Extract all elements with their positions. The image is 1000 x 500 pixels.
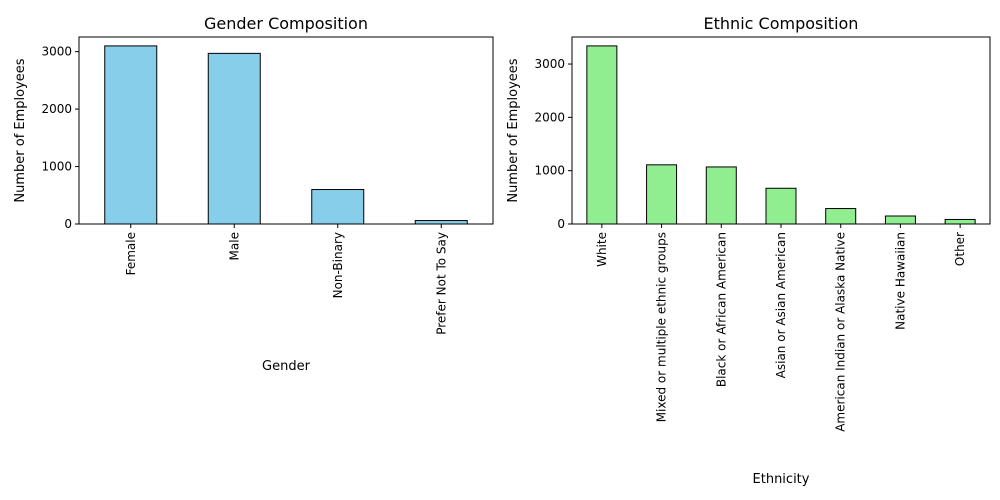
y-tick-label: 0 [64,217,72,231]
x-tick-label: Male [227,232,241,260]
y-tick-label: 3000 [41,45,72,59]
bar-0 [104,45,158,225]
y-axis-label: Number of Employees [506,58,521,202]
x-tick-label: White [595,232,609,267]
y-tick-label: 3000 [534,57,565,71]
bar-5 [884,215,916,225]
bar-6 [944,218,976,225]
y-tick-label: 2000 [41,102,72,116]
x-tick-label: Female [124,232,138,275]
bar-4 [825,208,857,225]
x-tick-label: Non-Binary [331,232,345,298]
y-tick-label: 1000 [534,164,565,178]
bar-1 [646,164,678,225]
x-tick-label: Mixed or multiple ethnic groups [655,232,669,422]
chart-title: Gender Composition [204,14,368,33]
x-tick-label: Black or African American [714,232,728,387]
x-axis-label: Gender [262,359,311,374]
bar-2 [311,189,365,225]
gender-chart: Gender Composition Gender Number of Empl… [13,14,494,374]
plot-frame [78,36,494,225]
y-tick-label: 2000 [534,110,565,124]
y-tick-label: 1000 [41,160,72,174]
x-tick-label: Native Hawaiian [893,232,907,330]
bar-3 [414,220,468,225]
ethnicity-chart: Ethnic Composition Ethnicity Number of E… [506,14,991,487]
plot-frame [571,36,991,225]
bar-0 [586,45,618,225]
chart-title: Ethnic Composition [704,14,859,33]
x-tick-label: Other [953,232,967,266]
bar-1 [207,52,261,225]
x-tick-label: Prefer Not To Say [434,232,448,335]
y-axis-label: Number of Employees [13,58,28,202]
x-tick-label: Asian or Asian American [774,232,788,378]
bar-3 [765,187,797,225]
x-tick-label: American Indian or Alaska Native [834,232,848,432]
x-axis-label: Ethnicity [753,472,810,487]
y-tick-label: 0 [557,217,565,231]
bar-2 [705,166,737,225]
